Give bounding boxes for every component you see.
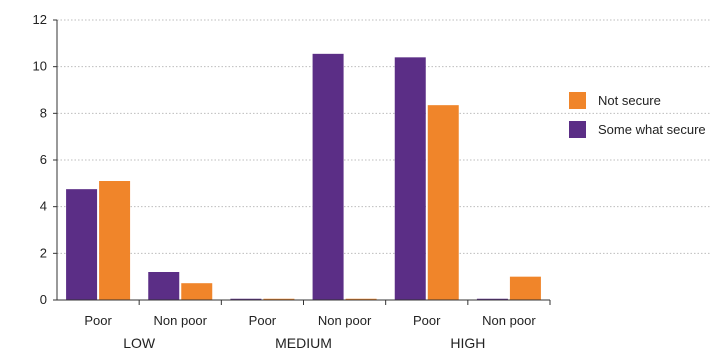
bar-not-secure xyxy=(509,276,541,300)
x-category-label: Non poor xyxy=(482,313,536,328)
bar-not-secure xyxy=(427,105,459,301)
bar-not-secure xyxy=(181,283,213,300)
y-tick-label: 0 xyxy=(40,292,47,307)
y-tick-label: 8 xyxy=(40,105,47,120)
bar-some-what-secure xyxy=(394,57,426,301)
grid-lines xyxy=(57,19,710,254)
legend-swatch xyxy=(569,92,586,109)
legend-label: Not secure xyxy=(598,93,661,108)
x-axis-group-labels: LOW MEDIUM HIGH xyxy=(123,335,485,351)
bar-some-what-secure xyxy=(312,53,344,301)
x-category-label: Non poor xyxy=(154,313,208,328)
bars xyxy=(66,53,541,301)
legend: Not secure Some what secure xyxy=(569,92,706,138)
x-group-label: LOW xyxy=(123,335,156,351)
x-group-label: MEDIUM xyxy=(275,335,332,351)
y-tick-label: 4 xyxy=(40,199,47,214)
bar-some-what-secure xyxy=(66,189,98,300)
legend-label: Some what secure xyxy=(598,122,706,137)
y-axis-ticks: 0 2 4 6 8 10 12 xyxy=(33,12,57,307)
y-tick-label: 10 xyxy=(33,59,47,74)
y-tick-label: 6 xyxy=(40,152,47,167)
x-category-label: Poor xyxy=(84,313,112,328)
x-group-label: HIGH xyxy=(450,335,485,351)
y-tick-label: 2 xyxy=(40,245,47,260)
legend-swatch xyxy=(569,121,586,138)
bar-some-what-secure xyxy=(148,272,180,300)
x-category-label: Non poor xyxy=(318,313,372,328)
x-axis-category-labels: Poor Non poor Poor Non poor Poor Non poor xyxy=(84,300,551,328)
y-tick-label: 12 xyxy=(33,12,47,27)
x-category-label: Poor xyxy=(249,313,277,328)
bar-not-secure xyxy=(99,181,131,300)
x-category-label: Poor xyxy=(413,313,441,328)
